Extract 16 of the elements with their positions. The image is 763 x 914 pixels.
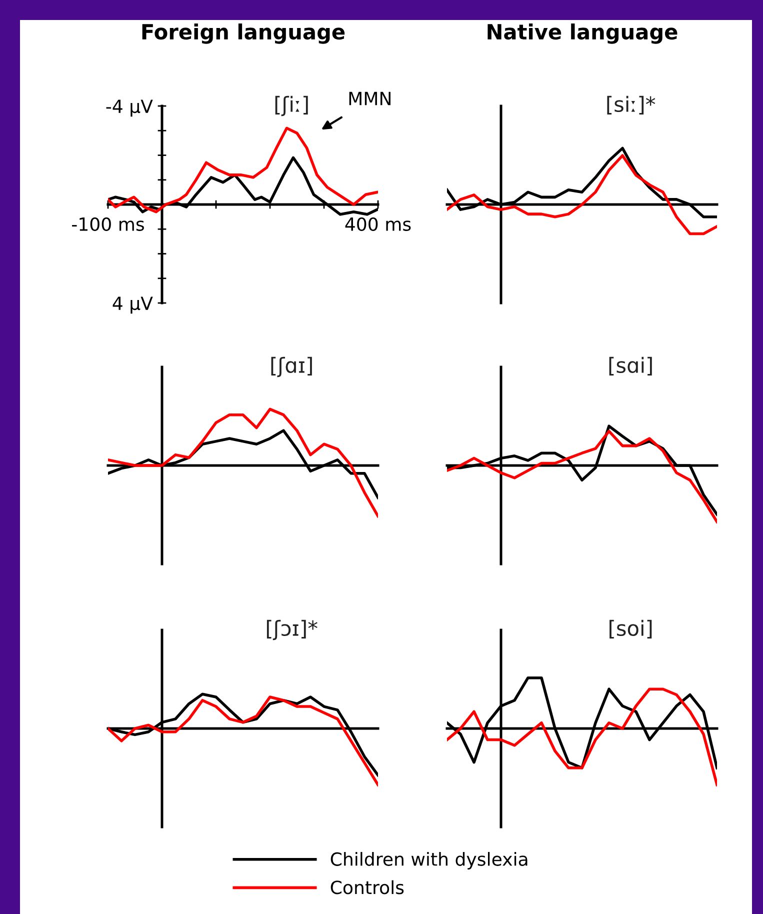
chart-subtitle: [ʃiː] [275,96,308,116]
y-tick-label: 4 µV [112,296,153,314]
legend-label: Controls [330,880,404,894]
chart-subtitle: [soi] [610,620,652,638]
chart-title: Foreign language [142,24,345,44]
text: MMN [349,92,390,106]
line-series [108,126,378,214]
chart-subtitle: [siː]* [607,96,656,114]
x-tick-label: -100 ms [72,217,144,231]
y-tick-label: -4 µV [106,100,153,117]
chart-title: Native language [488,24,678,44]
legend-label: Children with dyslexia [330,852,528,870]
chart-subtitle: [sɑi] [609,356,652,376]
x-tick-label: 400 ms [345,217,411,231]
chart-subtitle: [ʃɔɪ]* [266,620,318,640]
chart-subtitle: [ʃɑɪ] [271,356,312,378]
